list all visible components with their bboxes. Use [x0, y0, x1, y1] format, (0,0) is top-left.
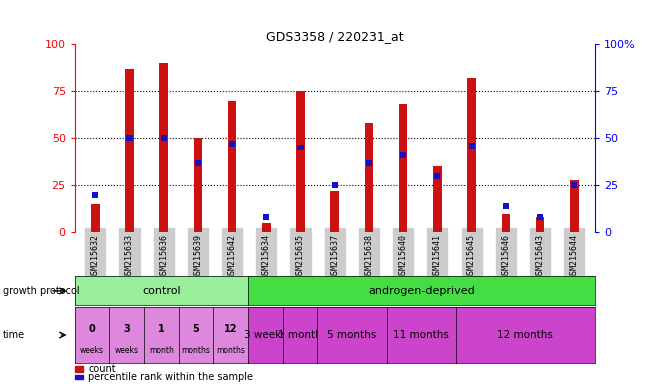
- Bar: [126, 136, 133, 141]
- Bar: [570, 180, 578, 232]
- Text: 1 month: 1 month: [278, 330, 322, 340]
- Bar: [537, 214, 543, 220]
- Text: 11 months: 11 months: [393, 330, 449, 340]
- Title: GDS3358 / 220231_at: GDS3358 / 220231_at: [266, 30, 404, 43]
- Text: 3 weeks: 3 weeks: [244, 330, 287, 340]
- Text: weeks: weeks: [80, 346, 104, 355]
- Text: 1: 1: [158, 324, 165, 334]
- Bar: [194, 138, 202, 232]
- Text: 12 months: 12 months: [497, 330, 553, 340]
- Bar: [399, 104, 408, 232]
- Text: 12: 12: [224, 324, 237, 334]
- Text: count: count: [88, 364, 116, 374]
- Text: 5: 5: [192, 324, 200, 334]
- Bar: [263, 214, 269, 220]
- Bar: [502, 203, 509, 209]
- Bar: [229, 141, 235, 147]
- Bar: [467, 78, 476, 232]
- Bar: [159, 63, 168, 232]
- Text: control: control: [142, 286, 181, 296]
- Text: 0: 0: [88, 324, 96, 334]
- Text: 5 months: 5 months: [328, 330, 377, 340]
- Text: 3: 3: [124, 324, 130, 334]
- Text: percentile rank within the sample: percentile rank within the sample: [88, 372, 254, 382]
- Text: weeks: weeks: [115, 346, 138, 355]
- Bar: [469, 143, 474, 149]
- Bar: [433, 167, 441, 232]
- Bar: [330, 191, 339, 232]
- Text: months: months: [216, 346, 245, 355]
- Bar: [92, 192, 98, 197]
- Bar: [400, 152, 406, 158]
- Text: months: months: [181, 346, 211, 355]
- Text: androgen-deprived: androgen-deprived: [368, 286, 474, 296]
- Bar: [366, 160, 372, 166]
- Bar: [91, 204, 99, 232]
- Text: month: month: [149, 346, 174, 355]
- Bar: [571, 182, 577, 188]
- Bar: [502, 214, 510, 232]
- Bar: [161, 136, 167, 141]
- Bar: [125, 69, 134, 232]
- Bar: [296, 91, 305, 232]
- Bar: [434, 173, 441, 179]
- Text: time: time: [3, 330, 25, 340]
- Bar: [262, 223, 270, 232]
- Bar: [228, 101, 237, 232]
- Bar: [536, 217, 544, 232]
- Bar: [195, 160, 201, 166]
- Bar: [332, 182, 338, 188]
- Bar: [298, 145, 304, 151]
- Text: growth protocol: growth protocol: [3, 286, 80, 296]
- Bar: [365, 123, 373, 232]
